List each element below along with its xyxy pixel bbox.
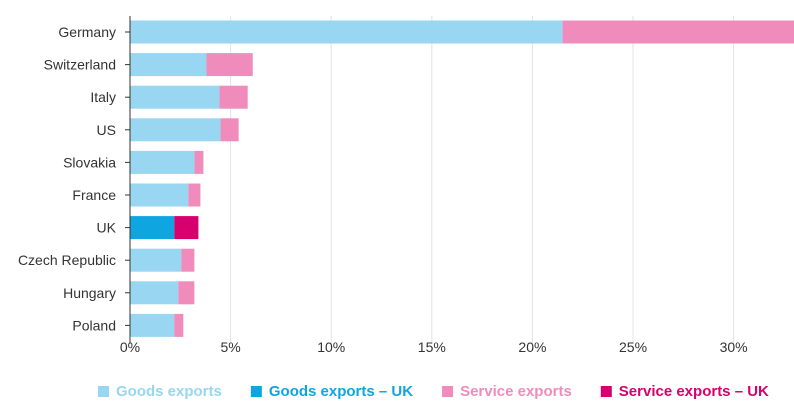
bars-layer — [130, 20, 794, 337]
category-label: US — [97, 122, 116, 138]
bar-segment-slovakia-0 — [130, 150, 195, 174]
bar-segment-france-0 — [130, 183, 189, 207]
legend-item-2: Service exports — [442, 383, 572, 400]
legend: Goods exports Goods exports – UK Service e… — [98, 383, 769, 400]
bar-segment-uk-1 — [130, 216, 175, 240]
category-label: Czech Republic — [18, 252, 116, 268]
legend-label: Goods exports — [116, 383, 222, 400]
bar-segment-italy-0 — [130, 85, 220, 109]
legend-swatch — [600, 386, 612, 397]
category-label: UK — [97, 220, 117, 236]
bar-segment-us-2 — [220, 118, 239, 142]
category-label: Poland — [72, 317, 116, 333]
bar-segment-switzerland-2 — [206, 53, 253, 77]
axis-layer — [125, 16, 131, 344]
legend-item-1: Goods exports – UK — [250, 383, 413, 400]
bar-segment-italy-2 — [219, 85, 248, 109]
legend-label: Service exports – UK — [619, 383, 769, 400]
category-labels: Germany Switzerland Italy US Slovakia France U… — [18, 24, 117, 333]
x-tick-label: 5% — [220, 339, 240, 355]
bar-segment-germany-0 — [130, 20, 563, 44]
bar-segment-us-0 — [130, 118, 221, 142]
legend-swatch — [250, 386, 262, 397]
legend-swatch — [442, 386, 454, 397]
bar-segment-poland-2 — [174, 313, 184, 337]
bar-segment-czech-republic-2 — [181, 248, 195, 272]
x-tick-label: 0% — [120, 339, 140, 355]
category-label: Italy — [90, 89, 116, 105]
legend-swatch — [98, 386, 109, 397]
bar-segment-poland-0 — [130, 313, 175, 337]
category-label: Switzerland — [44, 57, 116, 73]
x-tick-label: 15% — [418, 339, 446, 355]
bar-segment-france-2 — [188, 183, 201, 207]
category-label: Hungary — [63, 285, 116, 301]
x-tick-label: 30% — [720, 339, 748, 355]
x-tick-labels: 0% 5% 10% 15% 20% 25% 30% — [120, 339, 748, 355]
bar-segment-uk-3 — [174, 216, 199, 240]
legend-item-0: Goods exports — [98, 383, 222, 400]
legend-item-3: Service exports – UK — [600, 383, 769, 400]
bar-segment-switzerland-0 — [130, 53, 207, 77]
x-tick-label: 20% — [518, 339, 546, 355]
bar-segment-hungary-0 — [130, 281, 179, 305]
category-label: Slovakia — [63, 154, 116, 170]
x-tick-label: 25% — [619, 339, 647, 355]
bar-segment-czech-republic-0 — [130, 248, 182, 272]
legend-label: Goods exports – UK — [269, 383, 413, 400]
category-label: Germany — [58, 24, 116, 40]
legend-label: Service exports — [460, 383, 572, 400]
bar-segment-hungary-2 — [178, 281, 195, 305]
category-label: France — [72, 187, 116, 203]
grid-layer — [230, 16, 735, 344]
bar-segment-slovakia-2 — [194, 150, 204, 174]
x-tick-label: 10% — [317, 339, 345, 355]
bar-segment-germany-2 — [562, 20, 794, 44]
